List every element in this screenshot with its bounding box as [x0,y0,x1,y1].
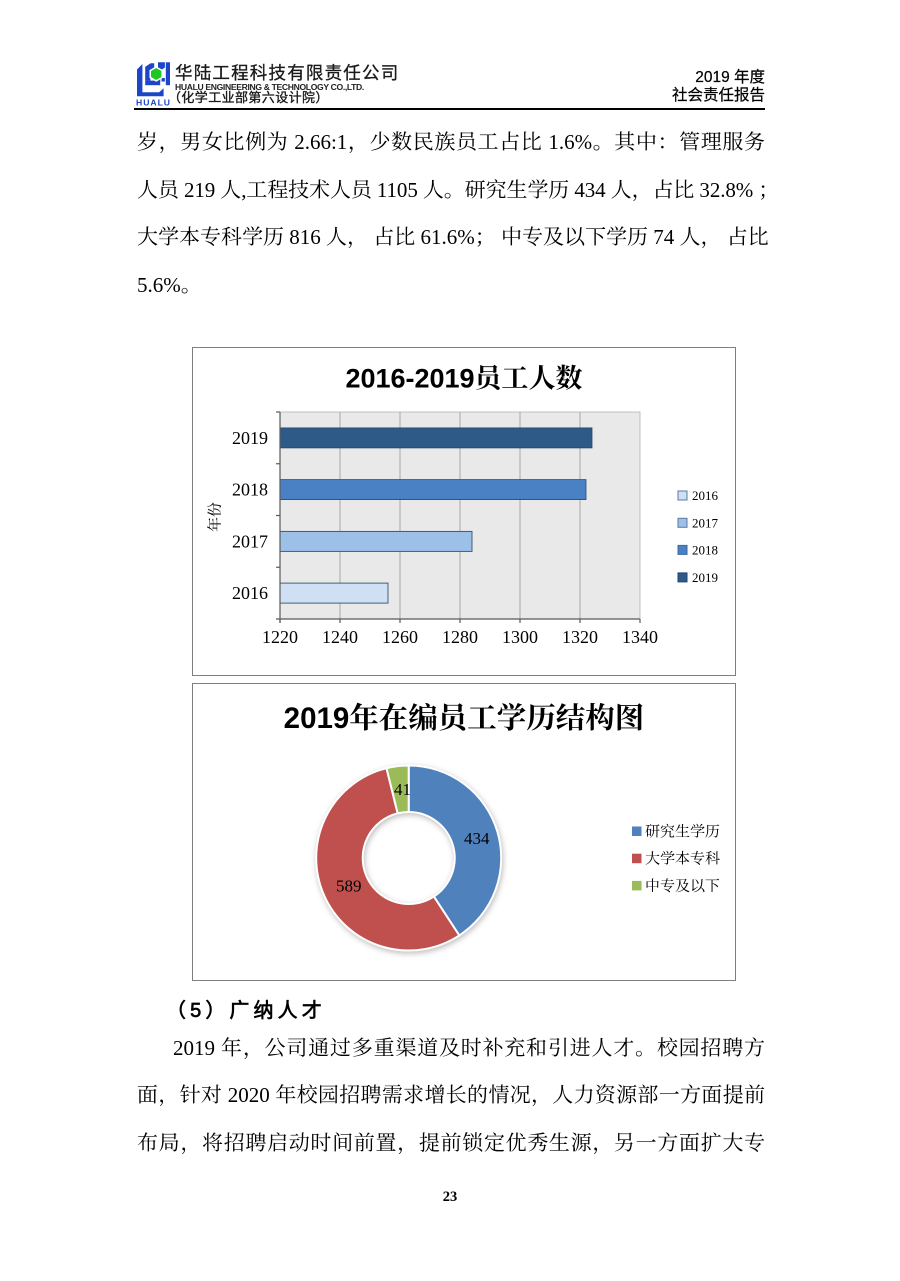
svg-text:2016: 2016 [232,583,268,603]
svg-text:1300: 1300 [502,627,538,647]
svg-text:1340: 1340 [622,627,658,647]
svg-text:2018: 2018 [692,542,718,557]
svg-text:年份: 年份 [207,501,224,532]
svg-text:41: 41 [394,780,411,799]
svg-text:2016-2019员工人数: 2016-2019员工人数 [345,364,582,394]
svg-text:大学本专科: 大学本专科 [645,851,720,868]
svg-text:2019: 2019 [692,570,718,585]
svg-text:2019年在编员工学历结构图: 2019年在编员工学历结构图 [284,702,645,735]
svg-text:2016: 2016 [692,488,719,503]
svg-text:2019: 2019 [232,428,268,448]
svg-text:研究生学历: 研究生学历 [645,824,720,841]
svg-text:1320: 1320 [562,627,598,647]
svg-text:1260: 1260 [382,627,418,647]
svg-text:1280: 1280 [442,627,478,647]
svg-text:589: 589 [336,877,362,896]
svg-text:1240: 1240 [322,627,358,647]
svg-text:HUALU: HUALU [136,98,170,108]
svg-text:中专及以下: 中专及以下 [645,878,720,895]
svg-text:2017: 2017 [692,515,719,530]
svg-text:2018: 2018 [232,480,268,500]
svg-text:1220: 1220 [262,627,298,647]
svg-text:434: 434 [464,829,490,848]
svg-text:2017: 2017 [232,531,268,551]
